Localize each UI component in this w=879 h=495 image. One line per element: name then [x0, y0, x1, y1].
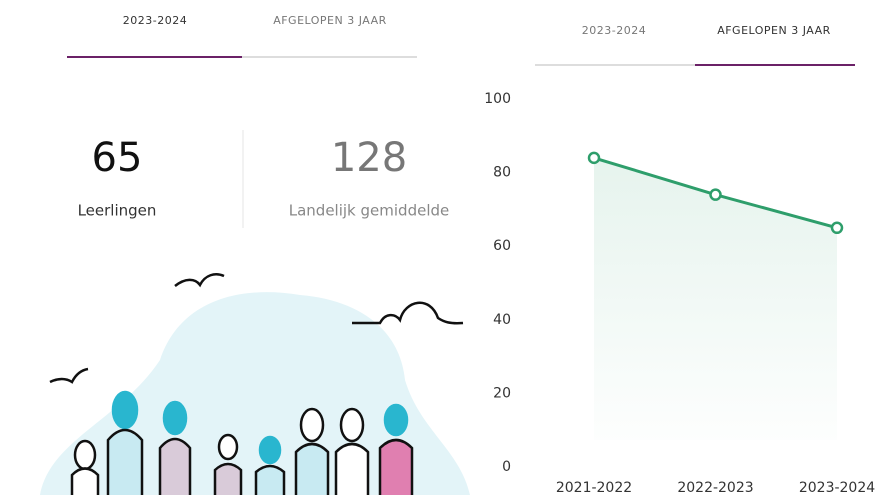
point	[711, 190, 721, 200]
y-tick-label: 60	[493, 238, 511, 254]
stat-label: Landelijk gemiddelde	[289, 202, 449, 220]
tab[interactable]: 2023-2024	[582, 24, 646, 37]
point	[589, 153, 599, 163]
stat-label: Leerlingen	[78, 202, 157, 220]
x-tick-label: 2022-2023	[677, 480, 753, 495]
stat-value: 65	[92, 135, 143, 181]
illustration	[40, 274, 470, 495]
point	[832, 223, 842, 233]
x-tick-label: 2021-2022	[556, 480, 632, 495]
screen: 2023-2024 AFGELOPEN 3 JAAR 65 Leerlingen…	[0, 0, 879, 495]
page: 2023-2024 AFGELOPEN 3 JAAR 65 Leerlingen…	[0, 0, 879, 495]
y-tick-label: 0	[502, 459, 511, 475]
y-tick-label: 40	[493, 312, 511, 328]
x-tick-label: 2023-2024	[799, 480, 875, 495]
tab[interactable]: AFGELOPEN 3 JAAR	[273, 14, 387, 27]
y-tick-label: 20	[493, 385, 511, 401]
tab[interactable]: 2023-2024	[123, 14, 187, 27]
y-tick-label: 80	[493, 165, 511, 181]
tab[interactable]: AFGELOPEN 3 JAAR	[717, 24, 831, 37]
stat-value: 128	[331, 135, 407, 181]
y-tick-label: 100	[484, 91, 511, 107]
